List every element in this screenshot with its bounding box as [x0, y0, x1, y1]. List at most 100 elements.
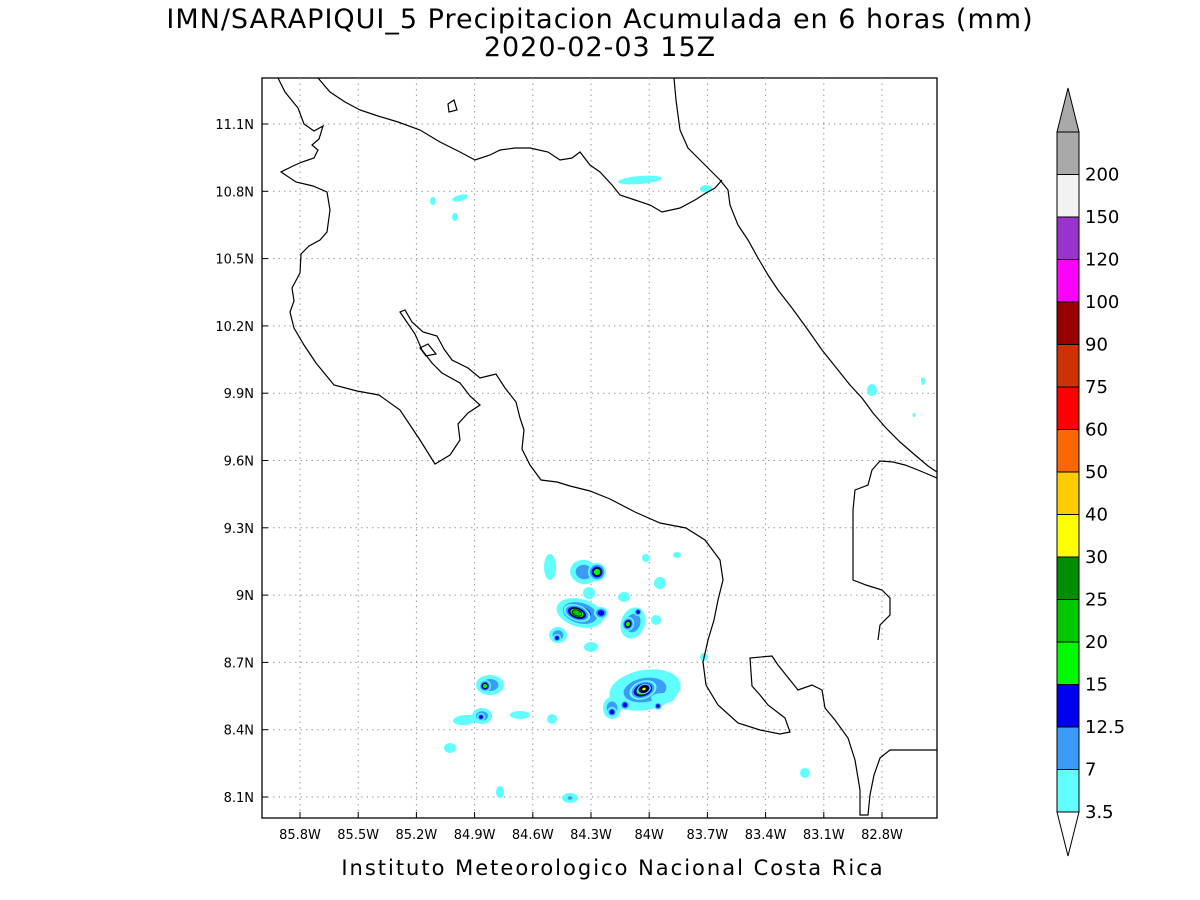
colorbar-label: 150 [1085, 207, 1119, 228]
lake-island [447, 99, 458, 113]
precip-contour [482, 683, 488, 689]
lon-tick-label: 84.9W [454, 828, 496, 843]
colorbar-segment [1056, 429, 1080, 473]
precip-contour [567, 796, 573, 800]
colorbar-label: 120 [1085, 250, 1119, 271]
colorbar-label: 60 [1085, 420, 1108, 441]
caribbean-north-coast [673, 77, 938, 473]
precip-contour [867, 384, 877, 396]
costa-rica-caribbean-coast [852, 460, 938, 641]
map-frame [261, 77, 938, 819]
colorbar-label: 50 [1085, 462, 1108, 483]
precip-contour [912, 413, 916, 417]
map-subtitle-datetime: 2020-02-03 15Z [483, 32, 717, 63]
lon-tick-label: 85.8W [279, 828, 321, 843]
precip-contour [547, 714, 557, 724]
border-north [317, 77, 723, 213]
precip-contour [593, 568, 602, 577]
colorbar-top-arrow [1056, 87, 1080, 133]
colorbar-label: 100 [1085, 292, 1119, 313]
precip-contour [921, 377, 925, 385]
precip-contour [656, 704, 660, 708]
lon-tick-label: 85.2W [395, 828, 437, 843]
lon-tick-label: 85.5W [337, 828, 379, 843]
colorbar-segment [1056, 514, 1080, 558]
colorbar-label: 12.5 [1085, 717, 1125, 738]
precip-contour [452, 213, 458, 221]
lon-tick-label: 83.1W [803, 828, 845, 843]
precip-contour [622, 702, 628, 708]
lon-tick-label: 83.7W [686, 828, 728, 843]
longitude-tick-labels: 85.8W 85.5W 85.2W 84.9W 84.6W 84.3W 84W 83.7W 83… [279, 812, 903, 843]
colorbar-segment [1056, 259, 1080, 303]
precip-contour [800, 768, 810, 778]
precip-contour [583, 587, 595, 599]
colorbar-segment [1056, 386, 1080, 430]
nicaragua-coast [277, 77, 937, 816]
colorbar-segment [1056, 726, 1080, 770]
latitude-tick-labels: 11.1N 10.8N 10.5N 10.2N 9.9N 9.6N 9.3N 9N 8.7N 8.… [215, 118, 268, 806]
colorbar-segment [1056, 556, 1080, 600]
precip-contour [625, 620, 631, 628]
colorbar-label: 15 [1085, 675, 1108, 696]
precip-contour [654, 577, 666, 589]
lat-tick-label: 9.6N [224, 455, 254, 470]
lat-tick-label: 9.9N [224, 387, 254, 402]
precip-contour [496, 786, 504, 798]
colorbar-segment [1056, 344, 1080, 388]
lon-tick-label: 84.3W [570, 828, 612, 843]
colorbar-segment [1056, 641, 1080, 685]
precip-contour [571, 609, 583, 617]
precip-contour [510, 711, 530, 719]
colorbar-label: 3.5 [1085, 802, 1114, 823]
colorbar-segment [1056, 131, 1080, 175]
colorbar-label: 20 [1085, 632, 1108, 653]
colorbar-label: 30 [1085, 547, 1108, 568]
precip-contour [642, 554, 650, 562]
precip-contour [575, 564, 593, 580]
precip-contour [430, 197, 436, 205]
precipitation-field [430, 175, 925, 803]
precip-contour [618, 592, 630, 602]
map-grid [262, 78, 937, 818]
colorbar-label: 90 [1085, 335, 1108, 356]
colorbar-segment [1056, 769, 1080, 813]
lon-tick-label: 84W [634, 828, 664, 843]
lat-tick-label: 9.3N [224, 522, 254, 537]
colorbar-label: 200 [1085, 165, 1119, 186]
precip-contour [453, 714, 477, 726]
precip-contour [636, 610, 640, 614]
lat-tick-label: 10.8N [215, 185, 254, 200]
precip-contour [444, 743, 456, 753]
gulf-island [419, 343, 438, 357]
precip-contour [452, 194, 468, 202]
colorbar-segment [1056, 216, 1080, 260]
precip-contour [651, 693, 675, 703]
lat-tick-label: 9N [236, 589, 254, 604]
precip-contour [544, 554, 556, 580]
precip-contour [673, 552, 681, 558]
lat-tick-label: 8.1N [224, 791, 254, 806]
lon-tick-label: 83.4W [745, 828, 787, 843]
colorbar-label: 75 [1085, 377, 1108, 398]
lon-tick-label: 84.6W [512, 828, 554, 843]
coastline-outline [277, 77, 938, 816]
colorbar: 3.5 7 12.5 15 20 25 30 40 50 60 75 90 100 120 150 200 [1056, 87, 1125, 857]
precip-contour [641, 686, 647, 692]
colorbar-label: 25 [1085, 590, 1108, 611]
precip-contour [609, 709, 615, 715]
colorbar-label: 7 [1085, 760, 1096, 781]
precip-contour [584, 642, 598, 652]
precip-contour [618, 175, 662, 185]
colorbar-segment [1056, 684, 1080, 728]
colorbar-segment [1056, 471, 1080, 515]
colorbar-label: 40 [1085, 505, 1108, 526]
precip-contour [597, 610, 605, 616]
precip-contour [700, 185, 712, 193]
precip-contour [651, 615, 661, 625]
precip-contour [479, 715, 483, 719]
lat-tick-label: 10.2N [215, 320, 254, 335]
footer-credit: Instituto Meteorologico Nacional Costa R… [341, 856, 885, 880]
colorbar-segment [1056, 174, 1080, 218]
